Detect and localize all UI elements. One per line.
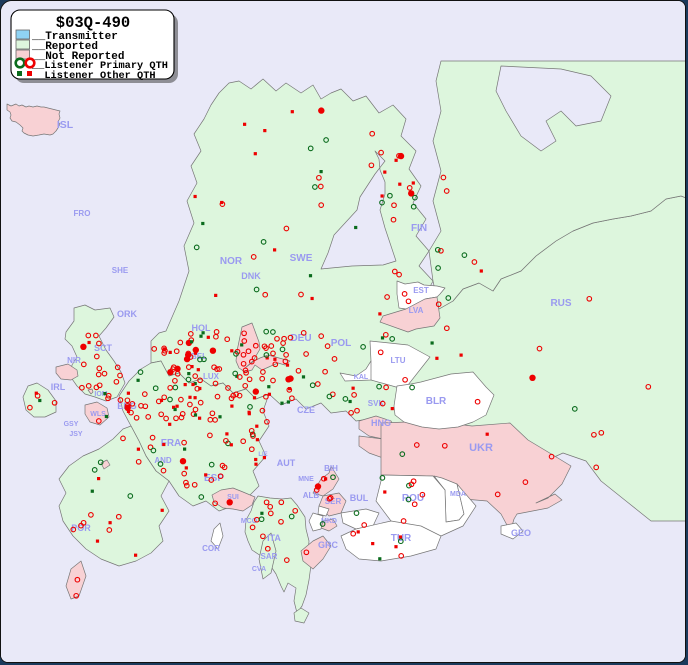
svg-text:FIN: FIN: [411, 223, 427, 234]
svg-text:NOR: NOR: [220, 256, 243, 267]
svg-text:DEU: DEU: [290, 333, 311, 344]
svg-text:EST: EST: [413, 286, 429, 295]
svg-text:LTU: LTU: [391, 356, 406, 365]
svg-text:ISL: ISL: [57, 119, 74, 131]
svg-text:GRC: GRC: [318, 540, 339, 550]
svg-text:SHE: SHE: [112, 266, 129, 275]
svg-text:MNE: MNE: [298, 476, 314, 483]
svg-text:LUX: LUX: [203, 372, 220, 381]
svg-text:CZE: CZE: [297, 405, 315, 415]
svg-text:BEL: BEL: [191, 352, 207, 361]
svg-text:IRL: IRL: [51, 382, 66, 392]
svg-text:GEO: GEO: [511, 528, 531, 538]
svg-text:LVA: LVA: [409, 306, 424, 315]
svg-text:JSY: JSY: [69, 431, 83, 438]
svg-text:BIH: BIH: [324, 464, 338, 473]
svg-text:__Listener Other QTH: __Listener Other QTH: [31, 70, 156, 82]
svg-text:WLS: WLS: [90, 411, 106, 418]
svg-text:FRO: FRO: [74, 209, 91, 218]
svg-text:ITA: ITA: [267, 533, 281, 543]
svg-text:COR: COR: [202, 544, 220, 553]
svg-text:DNK: DNK: [241, 271, 261, 281]
svg-text:SAR: SAR: [261, 552, 278, 561]
svg-text:ORK: ORK: [117, 309, 138, 319]
svg-text:KAL: KAL: [354, 374, 369, 381]
svg-text:MDA: MDA: [450, 491, 466, 498]
svg-text:POL: POL: [331, 338, 352, 349]
svg-text:UKR: UKR: [469, 442, 493, 454]
svg-text:AUT: AUT: [277, 458, 296, 468]
svg-text:SVK: SVK: [368, 399, 385, 408]
svg-text:BLR: BLR: [426, 396, 447, 407]
svg-text:RUS: RUS: [550, 298, 571, 309]
svg-text:$03Q-490: $03Q-490: [56, 14, 130, 32]
svg-text:SWE: SWE: [290, 253, 313, 264]
svg-text:BUL: BUL: [350, 493, 369, 503]
svg-text:GSY: GSY: [64, 421, 79, 428]
svg-text:CVA: CVA: [252, 566, 266, 573]
svg-text:NIR: NIR: [67, 356, 81, 365]
svg-text:HOL: HOL: [192, 323, 212, 333]
svg-text:HNG: HNG: [371, 418, 391, 428]
